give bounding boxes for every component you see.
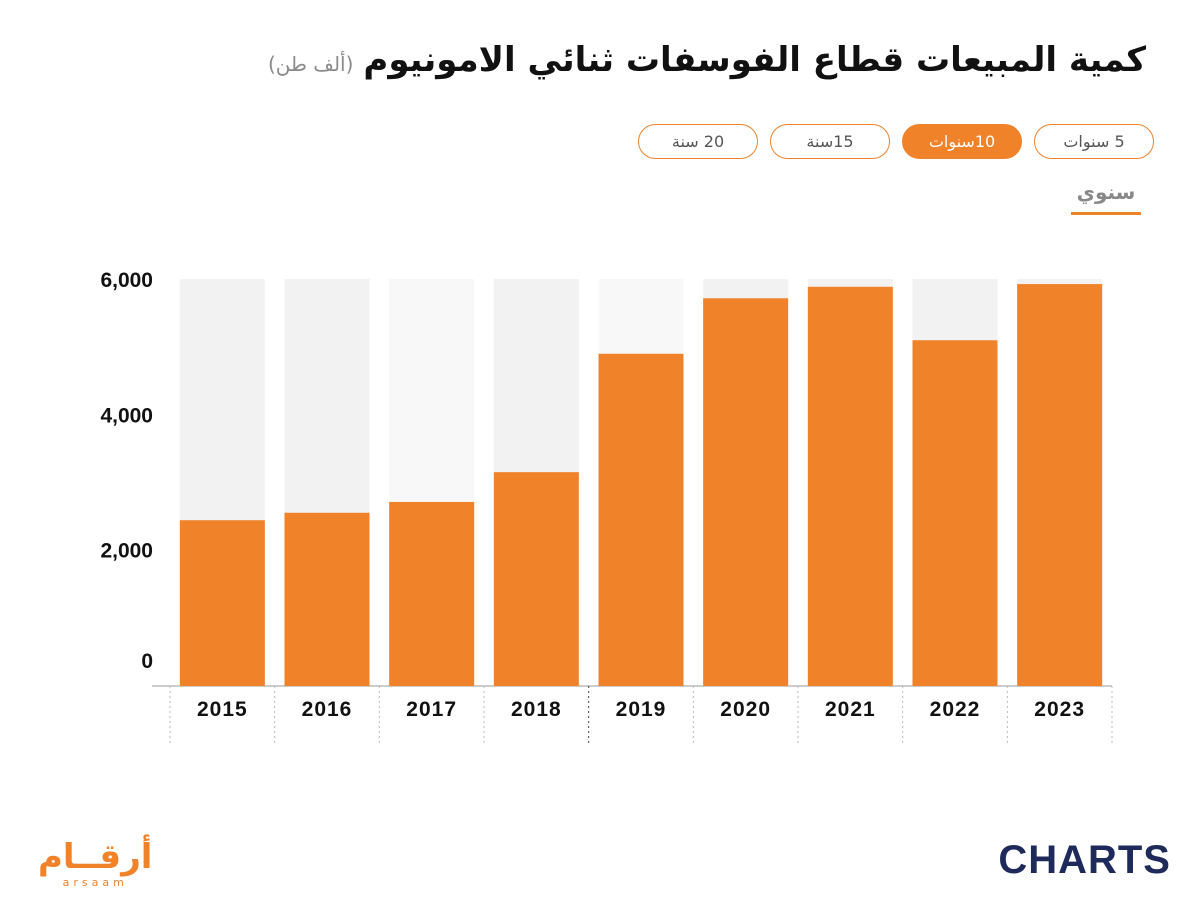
x-tick-label: 2020 <box>720 698 771 721</box>
x-tick-label: 2019 <box>616 698 667 721</box>
chart-unit: (ألف طن) <box>267 52 354 76</box>
bar <box>807 286 893 686</box>
tab-20-years[interactable]: 20 سنة <box>638 124 758 159</box>
x-tick-label: 2022 <box>930 698 981 721</box>
bar <box>179 520 265 686</box>
period-range-tabs: 5 سنوات 10سنوات 15سنة 20 سنة <box>638 124 1154 159</box>
bar <box>598 353 684 686</box>
bar <box>389 501 475 686</box>
x-tick-label: 2018 <box>511 698 562 721</box>
y-tick-label: 2,000 <box>100 540 153 563</box>
bar <box>1017 284 1103 686</box>
arqaam-logo-arabic: أرقــام <box>38 837 153 877</box>
x-tick-label: 2016 <box>302 698 353 721</box>
y-tick-label: 6,000 <box>100 269 153 292</box>
charts-logo: CHARTS <box>998 838 1171 882</box>
chart-title: كمية المبيعات قطاع الفوسفات ثنائي الامون… <box>363 40 1146 80</box>
tab-15-years[interactable]: 15سنة <box>770 124 890 159</box>
x-tick-label: 2021 <box>825 698 876 721</box>
arqaam-logo: أرقــام arsaam <box>38 840 152 889</box>
x-tick-label: 2015 <box>197 698 248 721</box>
arqaam-logo-latin: arsaam <box>62 876 128 889</box>
chart-header: كمية المبيعات قطاع الفوسفات ثنائي الامون… <box>40 40 1146 80</box>
bar <box>493 472 579 686</box>
tab-5-years[interactable]: 5 سنوات <box>1034 124 1154 159</box>
tab-10-years[interactable]: 10سنوات <box>902 124 1022 159</box>
y-tick-label: 4,000 <box>100 404 153 427</box>
x-tick-label: 2023 <box>1034 698 1085 721</box>
x-tick-label: 2017 <box>406 698 457 721</box>
y-tick-label: 0 <box>141 650 153 673</box>
frequency-tab-annual[interactable]: سنوي <box>1076 180 1136 204</box>
frequency-tab-underline <box>1071 212 1141 215</box>
bar <box>284 512 370 686</box>
bar <box>703 298 789 686</box>
bar <box>912 340 998 686</box>
